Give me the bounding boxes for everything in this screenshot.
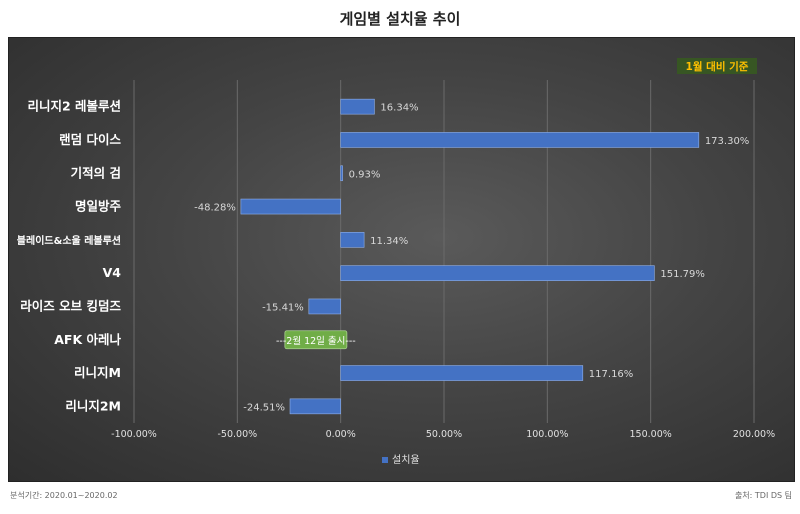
category-label: 명일방주 bbox=[75, 199, 122, 214]
basis-text: 1월 대비 기준 bbox=[686, 60, 749, 73]
data-label: 16.34% bbox=[380, 103, 418, 114]
bar bbox=[340, 132, 700, 148]
data-label: 173.30% bbox=[705, 136, 750, 147]
bar bbox=[289, 398, 341, 415]
data-label: 151.79% bbox=[660, 269, 705, 280]
basis-box bbox=[677, 58, 757, 74]
category-label: AFK 아레나 bbox=[54, 332, 121, 347]
category-label: 기적의 검 bbox=[71, 165, 121, 180]
data-label: 11.34% bbox=[370, 236, 408, 247]
release-note-text: ---2월 12일 출시--- bbox=[276, 335, 356, 347]
release-note-box bbox=[284, 330, 348, 350]
x-tick-label: -50.00% bbox=[218, 429, 258, 440]
category-label: 리니지2M bbox=[65, 398, 121, 413]
data-label: -48.28% bbox=[194, 203, 236, 214]
x-tick-label: 0.00% bbox=[326, 429, 356, 440]
x-tick-label: 100.00% bbox=[526, 429, 568, 440]
x-tick-label: -100.00% bbox=[111, 429, 157, 440]
bar bbox=[340, 365, 584, 381]
bar bbox=[240, 198, 341, 215]
category-label: 라이즈 오브 킹덤즈 bbox=[20, 298, 121, 313]
x-tick-label: 200.00% bbox=[733, 429, 775, 440]
bar bbox=[340, 265, 655, 281]
x-tick-label: 50.00% bbox=[426, 429, 462, 440]
bar bbox=[340, 98, 375, 115]
category-label: 리니지2 레볼루션 bbox=[27, 99, 121, 114]
x-tick-label: 150.00% bbox=[630, 429, 672, 440]
category-label: 랜덤 다이스 bbox=[59, 132, 121, 147]
chart-title: 게임별 설치율 추이 bbox=[339, 10, 461, 28]
data-label: 0.93% bbox=[349, 169, 381, 180]
data-label: -24.51% bbox=[243, 402, 285, 413]
legend-swatch bbox=[382, 457, 388, 463]
bar bbox=[340, 232, 365, 248]
source-credit: 출처: TDI DS 팀 bbox=[734, 491, 792, 500]
data-label: -15.41% bbox=[262, 302, 304, 313]
legend-label: 설치율 bbox=[392, 454, 420, 466]
data-label: 117.16% bbox=[589, 369, 634, 380]
bar bbox=[340, 165, 343, 182]
category-label: V4 bbox=[103, 265, 122, 280]
category-label: 블레이드&소울 레볼루션 bbox=[17, 234, 121, 247]
analysis-period: 분석기간: 2020.01~2020.02 bbox=[10, 491, 118, 500]
bar bbox=[308, 298, 341, 315]
category-label: 리니지M bbox=[74, 365, 121, 380]
